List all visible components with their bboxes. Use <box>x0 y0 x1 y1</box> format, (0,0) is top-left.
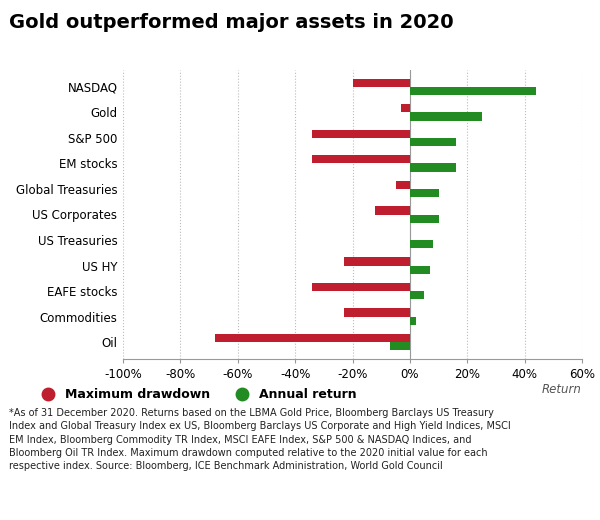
Bar <box>410 87 536 95</box>
Bar <box>410 112 482 121</box>
Bar <box>401 104 410 112</box>
Bar <box>410 240 433 248</box>
Bar <box>344 257 410 266</box>
Bar <box>344 308 410 317</box>
Text: Return: Return <box>542 383 582 396</box>
Bar <box>410 317 416 325</box>
Bar <box>215 334 410 342</box>
Bar <box>313 129 410 138</box>
Bar <box>313 283 410 291</box>
Bar <box>410 138 456 146</box>
Bar <box>410 291 424 300</box>
Legend: Maximum drawdown, Annual return: Maximum drawdown, Annual return <box>30 383 362 406</box>
Text: Gold outperformed major assets in 2020: Gold outperformed major assets in 2020 <box>9 13 454 32</box>
Bar <box>410 189 439 197</box>
Bar <box>395 181 410 189</box>
Bar <box>376 206 410 214</box>
Bar <box>390 342 410 350</box>
Bar <box>410 214 439 223</box>
Bar <box>313 155 410 163</box>
Text: *As of 31 December 2020. Returns based on the LBMA Gold Price, Bloomberg Barclay: *As of 31 December 2020. Returns based o… <box>9 408 511 471</box>
Bar <box>410 163 456 172</box>
Bar <box>353 79 410 87</box>
Bar <box>410 266 430 274</box>
